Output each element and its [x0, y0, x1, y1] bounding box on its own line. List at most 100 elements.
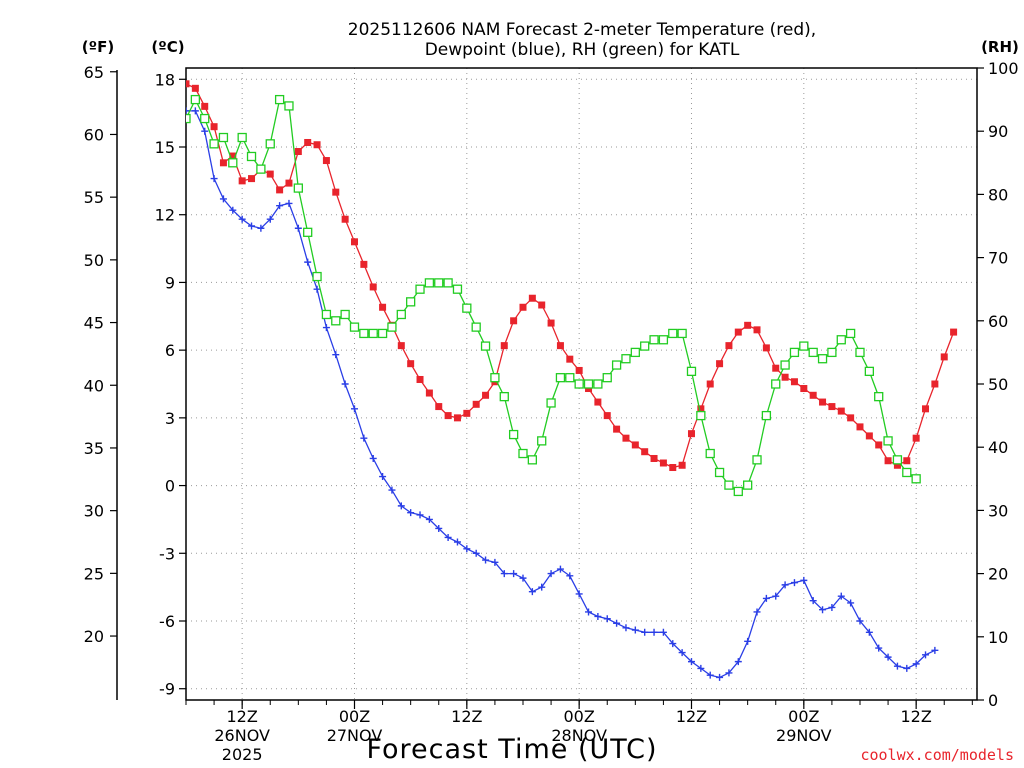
rh-point [733, 486, 743, 497]
rh-point [452, 284, 463, 294]
temperature-point [435, 403, 443, 411]
rh-point [630, 347, 640, 358]
temperature-point [425, 389, 433, 397]
temperature-point [912, 434, 920, 442]
temperature-point [603, 412, 611, 420]
temperature-point [528, 294, 536, 302]
temperature-point [575, 366, 583, 374]
rh-tick-label: 20 [988, 565, 1008, 584]
temperature-point [594, 398, 602, 406]
temperature-point [285, 179, 293, 187]
time-tick-label: 12Z [451, 707, 482, 726]
series-line [186, 98, 917, 493]
dewpoint-point [622, 624, 630, 632]
dewpoint-point [613, 619, 621, 627]
rh-point [200, 113, 210, 124]
rh-point [799, 341, 809, 351]
celsius-unit-label: (ºC) [151, 38, 184, 56]
rh-point [546, 398, 556, 408]
dewpoint-point [762, 594, 770, 602]
rh-point [396, 309, 406, 320]
temperature-point [744, 321, 752, 329]
dewpoint-point [912, 660, 920, 668]
dewpoint-point [566, 572, 574, 580]
rh-point [743, 480, 753, 490]
temperature-point [547, 319, 555, 327]
temperature-point [931, 380, 939, 388]
temperature-point [734, 328, 742, 336]
temperature-point [687, 430, 695, 438]
credit-label: coolwx.com/models [860, 746, 1014, 764]
rh-point [724, 480, 734, 490]
celsius-tick-label: 3 [165, 409, 175, 428]
temperature-point [482, 391, 490, 399]
temperature-point [940, 353, 948, 361]
rh-point [246, 151, 257, 162]
dewpoint-point [350, 405, 358, 413]
dewpoint-point [248, 222, 256, 230]
x-axis-label: Forecast Time (UTC) [366, 734, 657, 765]
temperature-point [332, 188, 340, 196]
rh-point [265, 139, 275, 149]
time-tick-label: 00Z [339, 707, 370, 726]
temperature-point [800, 385, 808, 393]
temperature-point [191, 84, 199, 92]
dewpoint-point [594, 612, 602, 620]
time-tick-label: 12Z [900, 707, 931, 726]
dewpoint-point [781, 581, 789, 589]
dewpoint-point [201, 127, 209, 135]
temperature-point [762, 344, 770, 352]
fahrenheit-tick-label: 30 [84, 502, 104, 521]
dewpoint-point [809, 597, 817, 605]
rh-point [480, 341, 491, 351]
temperature-point [809, 391, 817, 399]
temperature-point [379, 303, 387, 311]
dewpoint-point [575, 590, 583, 598]
rh-point [331, 316, 341, 326]
rh-unit-label: (RH) [981, 38, 1019, 56]
dewpoint-point [425, 515, 433, 523]
dewpoint-point [725, 669, 733, 677]
temperature-point [819, 398, 827, 406]
temperature-point [519, 303, 527, 311]
dewpoint-point [893, 662, 901, 670]
temperature-point [453, 414, 461, 422]
rh-point [911, 474, 921, 484]
series-rh [186, 94, 921, 497]
temperature-point [622, 434, 630, 442]
rh-tick-label: 10 [988, 628, 1008, 647]
dewpoint-point [678, 649, 686, 657]
time-tick-label: 00Z [788, 707, 819, 726]
rh-point [640, 341, 650, 351]
rh-point [705, 448, 715, 459]
celsius-tick-label: 0 [165, 477, 175, 496]
temperature-point [781, 373, 789, 381]
dewpoint-point [294, 224, 302, 232]
dewpoint-point [500, 570, 508, 578]
rh-point [658, 335, 669, 345]
rh-axis: 0 10 20 30 40 50 60 70 80 90 100 [977, 59, 1019, 710]
dewpoint-point [706, 671, 714, 679]
rh-point [611, 360, 622, 370]
dewpoint-point [341, 380, 349, 388]
temperature-point [397, 342, 405, 350]
celsius-tick-label: 6 [165, 341, 175, 360]
temperature-point [631, 441, 639, 449]
time-tick-label: 12Z [676, 707, 707, 726]
celsius-tick-label: 15 [155, 138, 175, 157]
dewpoint-point [922, 651, 930, 659]
rh-point [537, 436, 547, 446]
dewpoint-point [800, 576, 808, 584]
temperature-point [238, 177, 246, 185]
temperature-point [875, 441, 883, 449]
rh-point [406, 297, 416, 307]
temperature-point [790, 378, 798, 386]
temperature-point [294, 148, 302, 156]
rh-tick-label: 0 [988, 691, 998, 710]
dewpoint-point [687, 658, 695, 666]
dewpoint-point [407, 509, 415, 517]
dewpoint-point [528, 588, 536, 596]
rh-point [508, 429, 519, 440]
grid-lines [186, 68, 977, 700]
